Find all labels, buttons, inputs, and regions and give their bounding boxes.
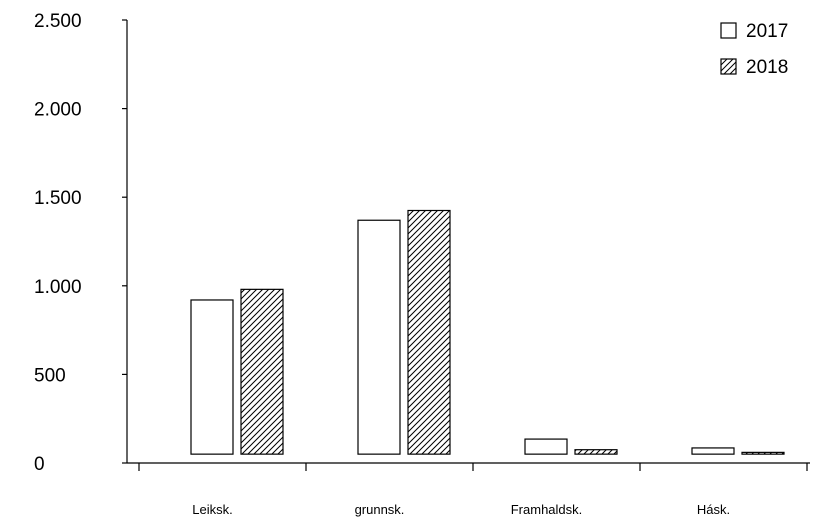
legend: 2017 2018	[720, 21, 788, 78]
legend-swatch-2017	[720, 22, 737, 39]
bar-2018-leiksk	[240, 288, 284, 455]
bars	[190, 209, 785, 455]
bar-2017-hsk	[691, 447, 735, 455]
x-category-label: Leiksk.	[192, 502, 232, 517]
bar-2017-grunnsk	[357, 219, 401, 455]
legend-label-2017: 2017	[746, 21, 788, 42]
axes	[122, 19, 810, 471]
y-tick-label: 1.500	[34, 188, 82, 209]
legend-swatch-2018	[720, 58, 737, 75]
bar-2017-leiksk	[190, 299, 234, 455]
bar-2018-framhaldsk	[574, 449, 618, 455]
labels: 0 500 1.000 1.500 2.000 2.500 Leiksk. grunnsk. F…	[34, 11, 730, 517]
bar-2018-grunnsk	[407, 209, 451, 455]
y-tick-label: 2.500	[34, 11, 82, 32]
y-tick-label: 2.000	[34, 100, 82, 121]
bar-2017-framhaldsk	[524, 438, 568, 455]
bar-2018-hsk	[741, 451, 785, 455]
x-category-label: Hásk.	[697, 502, 730, 517]
y-tick-label: 500	[34, 365, 66, 386]
x-category-label: grunnsk.	[355, 502, 405, 517]
legend-label-2018: 2018	[746, 57, 788, 78]
y-tick-label: 1.000	[34, 277, 82, 298]
x-category-label: Framhaldsk.	[511, 502, 583, 517]
y-tick-label: 0	[34, 454, 45, 475]
